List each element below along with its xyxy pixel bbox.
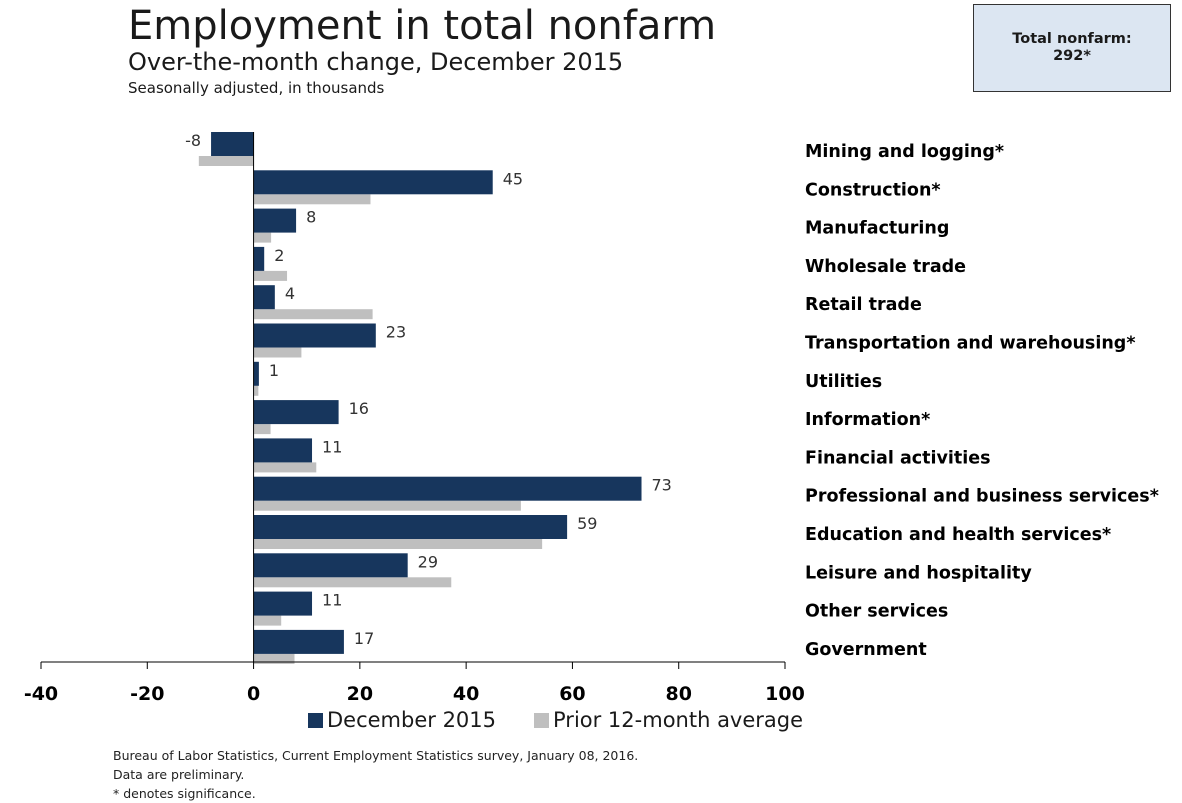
bar-current-4: [253, 285, 275, 310]
bar-prior-11: [253, 577, 452, 588]
bar-prior-9: [253, 500, 521, 511]
x-tick-label-3: 20: [347, 683, 373, 705]
legend: December 2015 Prior 12-month average: [308, 708, 841, 732]
bar-prior-10: [253, 539, 543, 549]
bar-current-11: [253, 553, 408, 578]
footer-preliminary: Data are preliminary.: [113, 767, 245, 782]
bar-prior-13: [253, 653, 295, 664]
x-tick-label-0: -40: [24, 683, 58, 705]
bar-current-7: [253, 400, 339, 425]
data-label-8: 11: [322, 437, 342, 456]
x-tick-label-2: 0: [247, 683, 260, 705]
data-label-12: 11: [322, 591, 342, 610]
footer-significance: * denotes significance.: [113, 786, 256, 801]
category-label-11: Leisure and hospitality: [805, 563, 1032, 583]
bar-prior-6: [253, 385, 259, 396]
data-label-11: 29: [418, 552, 438, 571]
category-label-5: Transportation and warehousing*: [805, 334, 1135, 354]
bar-current-13: [253, 629, 344, 654]
bar-prior-0: [198, 156, 254, 166]
legend-label-current: December 2015: [327, 708, 497, 732]
bar-prior-5: [253, 347, 302, 358]
bar-prior-8: [253, 462, 317, 473]
chart-subtitle: Over-the-month change, December 2015: [128, 48, 624, 76]
bar-current-2: [253, 208, 297, 233]
category-label-10: Education and health services*: [805, 525, 1111, 545]
bar-prior-7: [253, 424, 271, 435]
bar-current-5: [253, 323, 376, 348]
data-label-0: -8: [185, 131, 201, 150]
x-tick-label-1: -20: [130, 683, 164, 705]
legend-item-prior: Prior 12-month average: [534, 708, 803, 732]
data-label-1: 45: [503, 169, 523, 188]
bar-prior-3: [253, 270, 288, 281]
total-nonfarm-value: 292*: [1053, 48, 1091, 64]
data-label-9: 73: [652, 476, 672, 495]
data-label-10: 59: [577, 514, 597, 533]
bar-current-3: [253, 246, 265, 271]
x-tick-label-5: 60: [559, 683, 585, 705]
category-label-3: Wholesale trade: [805, 257, 966, 277]
category-label-6: Utilities: [805, 372, 882, 392]
legend-swatch-current: [308, 712, 323, 728]
bar-current-6: [253, 361, 259, 386]
category-label-0: Mining and logging*: [805, 142, 1004, 162]
total-nonfarm-box: Total nonfarm: 292*: [973, 4, 1171, 92]
bar-chart: -8 Mining and logging* 45 Construction* 8 Man…: [24, 131, 1159, 705]
data-label-6: 1: [269, 361, 279, 380]
data-label-7: 16: [349, 399, 369, 418]
legend-item-current: December 2015: [308, 708, 496, 732]
bar-prior-4: [253, 309, 373, 320]
data-label-13: 17: [354, 629, 374, 648]
data-label-4: 4: [285, 284, 295, 303]
data-label-5: 23: [386, 323, 406, 342]
footer-source: Bureau of Labor Statistics, Current Empl…: [113, 748, 639, 763]
bar-current-10: [253, 515, 568, 539]
data-label-3: 2: [274, 246, 284, 265]
x-tick-label-7: 100: [765, 683, 805, 705]
bar-current-12: [253, 591, 313, 616]
category-label-8: Financial activities: [805, 448, 991, 468]
bar-prior-1: [253, 194, 371, 205]
legend-label-prior: Prior 12-month average: [553, 708, 804, 732]
category-label-13: Government: [805, 640, 927, 660]
unit-note: Seasonally adjusted, in thousands: [128, 79, 385, 97]
category-label-1: Construction*: [805, 180, 941, 200]
x-tick-label-6: 80: [665, 683, 691, 705]
bar-current-1: [253, 170, 493, 195]
data-label-2: 8: [306, 208, 316, 227]
bar-current-8: [253, 438, 313, 463]
x-tick-label-4: 40: [453, 683, 479, 705]
total-nonfarm-label: Total nonfarm:: [1012, 31, 1132, 47]
category-label-12: Other services: [805, 602, 948, 622]
bar-current-9: [253, 476, 642, 501]
category-label-7: Information*: [805, 410, 930, 430]
bar-prior-12: [253, 615, 282, 626]
category-label-4: Retail trade: [805, 295, 922, 315]
footer: Bureau of Labor Statistics, Current Empl…: [113, 746, 638, 803]
chart-title: Employment in total nonfarm: [128, 3, 717, 49]
title-block: Employment in total nonfarm Over-the-mon…: [128, 4, 716, 98]
bar-current-0: [211, 132, 254, 156]
legend-swatch-prior: [534, 712, 550, 728]
bar-prior-2: [253, 232, 272, 243]
category-label-9: Professional and business services*: [805, 487, 1159, 507]
category-label-2: Manufacturing: [805, 219, 949, 239]
